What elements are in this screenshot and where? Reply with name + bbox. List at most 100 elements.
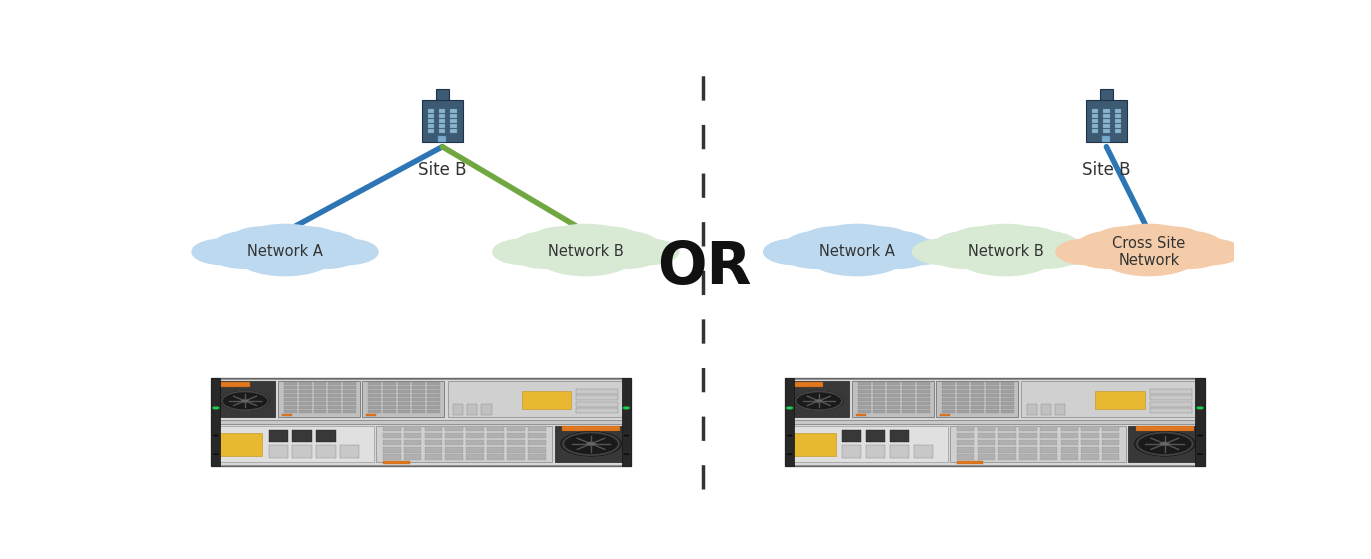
Bar: [1061, 454, 1078, 459]
Bar: [957, 447, 975, 453]
Circle shape: [786, 452, 794, 456]
Bar: [1102, 426, 1119, 432]
Ellipse shape: [856, 231, 931, 262]
Bar: [998, 447, 1016, 453]
Bar: [998, 426, 1016, 432]
Bar: [1039, 447, 1057, 453]
Bar: [971, 398, 984, 401]
Bar: [398, 402, 410, 405]
Bar: [971, 382, 984, 385]
Bar: [284, 402, 298, 405]
Bar: [487, 440, 505, 446]
Ellipse shape: [1100, 235, 1198, 276]
Bar: [468, 404, 477, 415]
Bar: [404, 447, 421, 453]
Bar: [521, 391, 570, 409]
Bar: [1001, 398, 1013, 401]
Bar: [1019, 454, 1036, 459]
Bar: [986, 386, 999, 390]
Bar: [790, 382, 824, 387]
Bar: [447, 381, 624, 418]
Circle shape: [563, 433, 618, 455]
Bar: [902, 386, 914, 390]
Bar: [1039, 426, 1057, 432]
Bar: [446, 454, 463, 459]
Bar: [446, 433, 463, 438]
Bar: [942, 394, 954, 397]
Bar: [507, 426, 525, 432]
Bar: [214, 424, 629, 465]
Bar: [404, 440, 421, 446]
Bar: [1102, 447, 1119, 453]
Bar: [292, 445, 311, 458]
Bar: [957, 426, 975, 432]
Bar: [858, 410, 871, 414]
Circle shape: [213, 406, 219, 409]
Bar: [439, 119, 446, 123]
Bar: [791, 433, 836, 456]
Bar: [367, 406, 381, 409]
Bar: [299, 394, 311, 397]
Bar: [413, 406, 425, 409]
Bar: [383, 382, 396, 385]
Bar: [426, 386, 440, 390]
Circle shape: [814, 399, 823, 402]
Bar: [890, 445, 909, 458]
Bar: [215, 426, 374, 462]
Ellipse shape: [847, 227, 910, 253]
Bar: [872, 398, 886, 401]
Bar: [343, 382, 356, 385]
Bar: [299, 386, 311, 390]
Ellipse shape: [577, 227, 640, 253]
Ellipse shape: [1073, 240, 1142, 268]
Bar: [1115, 119, 1121, 123]
Bar: [788, 426, 947, 462]
Bar: [786, 378, 794, 466]
Bar: [1061, 433, 1078, 438]
Bar: [413, 390, 425, 394]
Bar: [858, 394, 871, 397]
Bar: [1082, 454, 1098, 459]
Bar: [902, 406, 914, 409]
Bar: [887, 390, 901, 394]
Bar: [1061, 447, 1078, 453]
Bar: [317, 430, 336, 442]
Ellipse shape: [781, 240, 850, 268]
Text: OR: OR: [658, 239, 753, 296]
Bar: [942, 410, 954, 414]
Bar: [872, 406, 886, 409]
Ellipse shape: [802, 227, 865, 253]
Bar: [466, 426, 484, 432]
Bar: [436, 89, 448, 100]
Circle shape: [786, 406, 794, 409]
Ellipse shape: [315, 239, 378, 264]
Bar: [367, 394, 381, 397]
Bar: [917, 390, 930, 394]
Bar: [971, 390, 984, 394]
Bar: [957, 433, 975, 438]
Bar: [398, 390, 410, 394]
Bar: [978, 440, 995, 446]
Bar: [376, 426, 553, 462]
Bar: [314, 394, 326, 397]
Bar: [439, 129, 446, 133]
Bar: [487, 447, 505, 453]
Bar: [404, 454, 421, 459]
Bar: [528, 426, 546, 432]
Bar: [986, 398, 999, 401]
Bar: [299, 390, 311, 394]
Circle shape: [211, 434, 219, 437]
Ellipse shape: [1035, 239, 1098, 264]
Bar: [1196, 378, 1205, 466]
Bar: [439, 136, 447, 141]
FancyBboxPatch shape: [786, 378, 1205, 466]
Bar: [978, 426, 995, 432]
Bar: [957, 454, 975, 459]
Bar: [986, 390, 999, 394]
Bar: [426, 410, 440, 414]
Bar: [422, 100, 462, 141]
Bar: [1102, 433, 1119, 438]
Bar: [314, 402, 326, 405]
Bar: [314, 406, 326, 409]
Bar: [978, 433, 995, 438]
